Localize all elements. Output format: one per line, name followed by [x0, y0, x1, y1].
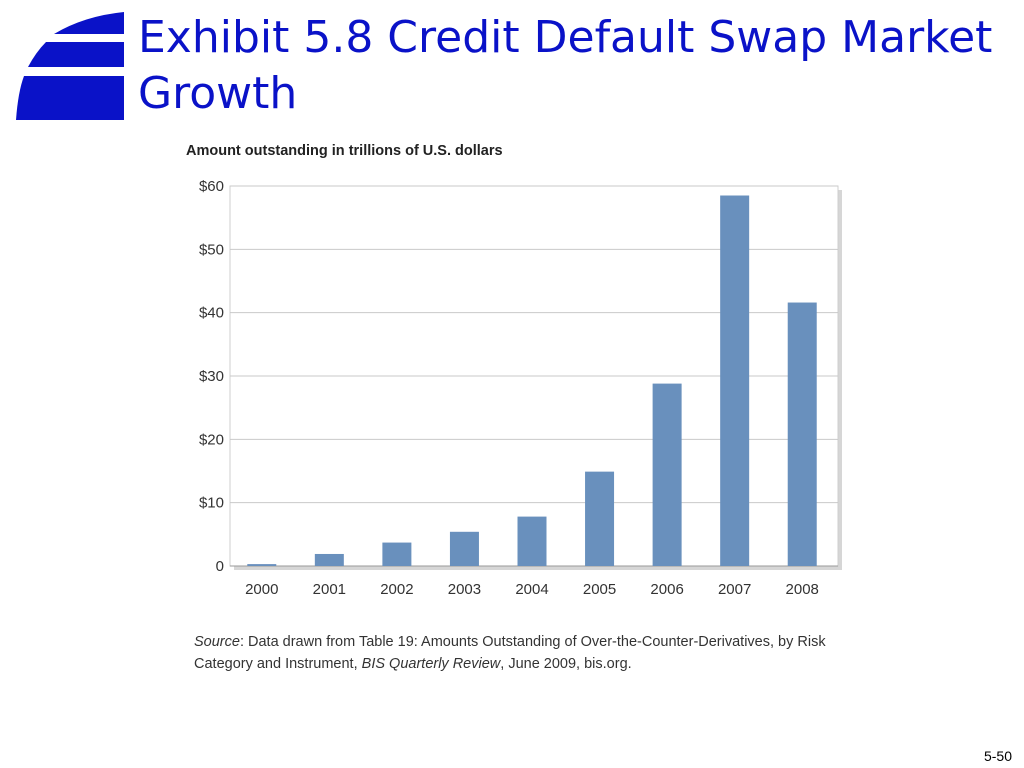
y-tick-label: $20 — [199, 431, 224, 448]
logo-stripe-top — [54, 12, 124, 34]
y-tick-label: 0 — [216, 558, 224, 575]
x-axis: 2000 2001 2002 2003 2004 2005 2006 2007 2008 — [245, 581, 819, 598]
y-tick-label: $30 — [199, 368, 224, 385]
source-note: Source: Data drawn from Table 19: Amount… — [194, 631, 874, 675]
bar-chart: 0 $10 $20 $30 $40 $50 $60 2000 2001 2002 2003 2004… — [199, 178, 842, 598]
x-tick-label: 2000 — [245, 581, 278, 598]
y-tick-label: $60 — [199, 178, 224, 195]
x-tick-label: 2006 — [650, 581, 683, 598]
x-tick-label: 2003 — [448, 581, 481, 598]
x-tick-label: 2002 — [380, 581, 413, 598]
y-tick-label: $50 — [199, 241, 224, 258]
bars — [247, 195, 817, 566]
page-number: 5-50 — [983, 748, 1012, 764]
slide-title: Exhibit 5.8 Credit Default Swap Market G… — [138, 12, 993, 119]
logo-icon — [16, 12, 124, 120]
bar-2002 — [382, 542, 412, 566]
bar-2007 — [720, 195, 750, 566]
y-tick-label: $10 — [199, 495, 224, 512]
bar-2001 — [314, 553, 344, 566]
logo-stripe-bottom — [16, 76, 124, 120]
source-label: Source — [194, 634, 240, 650]
y-axis: 0 $10 $20 $30 $40 $50 $60 — [199, 178, 224, 575]
bar-2003 — [449, 531, 479, 566]
source-text: : Data drawn from Table 19: Amounts Outs… — [194, 634, 826, 672]
x-tick-label: 2005 — [583, 581, 616, 598]
bar-2000 — [247, 564, 277, 566]
y-tick-label: $40 — [199, 305, 224, 322]
x-tick-label: 2007 — [718, 581, 751, 598]
x-tick-label: 2001 — [313, 581, 346, 598]
bar-2006 — [652, 383, 682, 566]
bar-2005 — [585, 471, 615, 566]
logo-stripe-middle — [28, 42, 124, 67]
bar-2004 — [517, 516, 547, 566]
x-tick-label: 2008 — [786, 581, 819, 598]
source-text-end: , June 2009, bis.org. — [500, 656, 632, 672]
source-publication: BIS Quarterly Review — [361, 656, 501, 672]
bar-2008 — [787, 302, 817, 566]
x-tick-label: 2004 — [515, 581, 548, 598]
chart-title: Amount outstanding in trillions of U.S. … — [186, 143, 503, 159]
